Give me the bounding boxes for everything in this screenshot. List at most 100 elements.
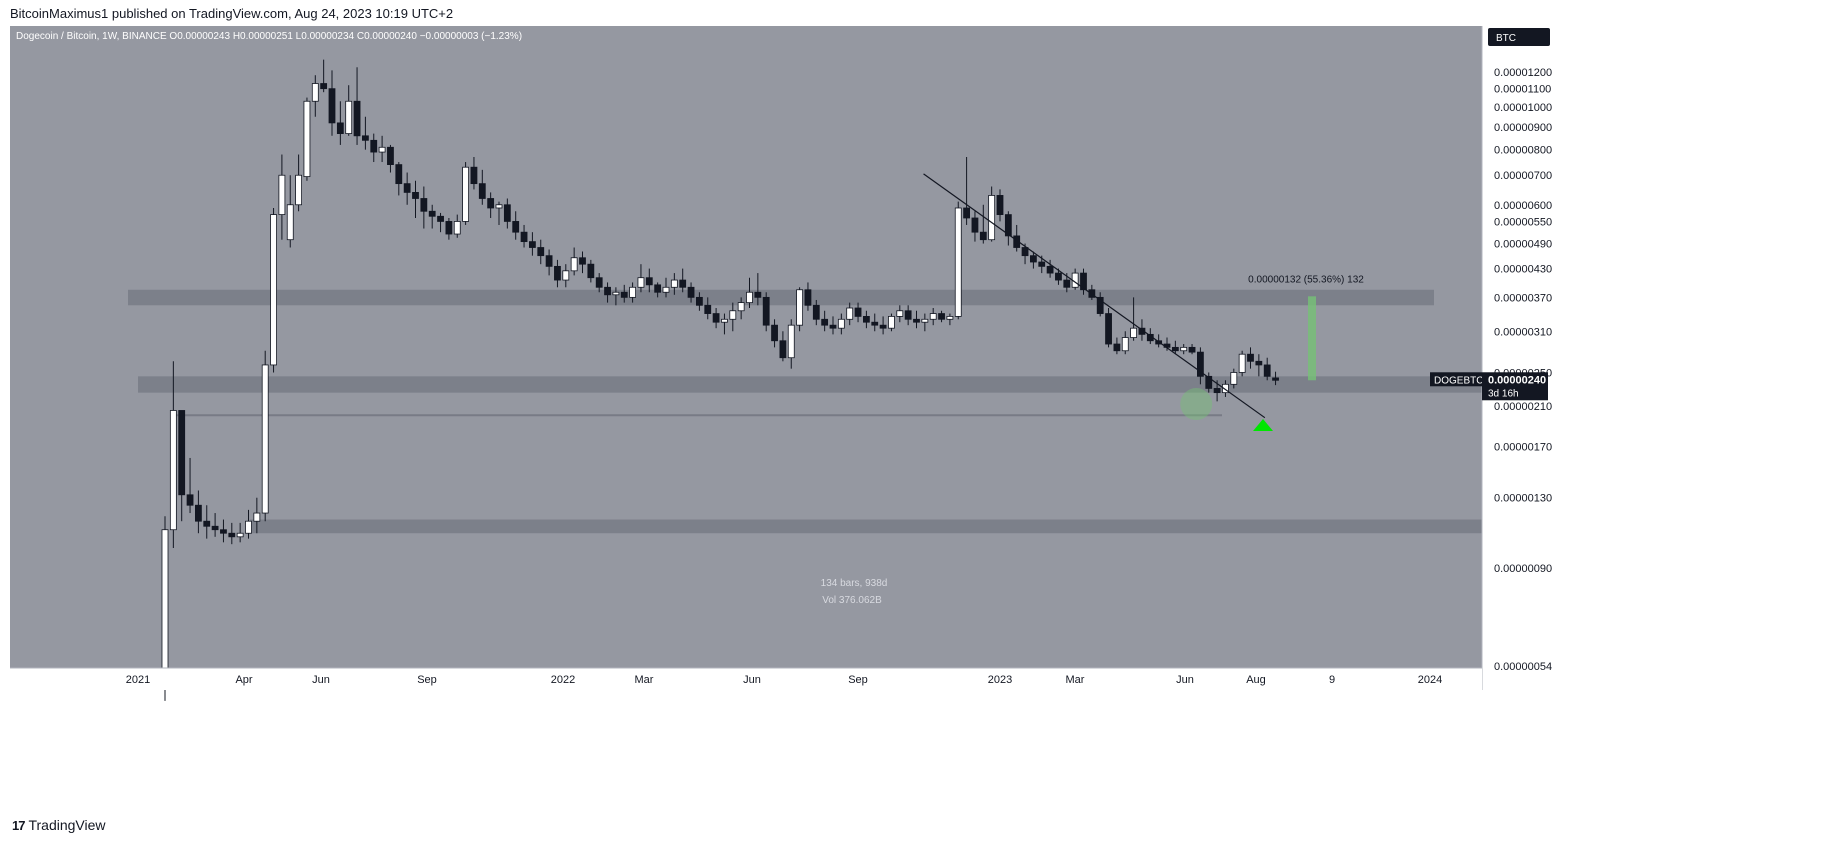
candle-down: [871, 321, 879, 326]
candle-down: [587, 263, 595, 279]
candle-down: [963, 207, 970, 219]
candle-up: [929, 313, 937, 320]
candle-up: [721, 318, 728, 323]
candle-down: [211, 525, 219, 531]
target-up-bar: [1308, 296, 1316, 381]
candle-down: [1080, 272, 1087, 291]
chart-frame: 0.00000132 (55.36%) 132−0.00000140 (−58.…: [10, 26, 1827, 811]
candle-up: [570, 257, 578, 272]
candle-down: [186, 494, 194, 506]
h-value: 0.00000251: [240, 31, 296, 42]
candle-up: [896, 310, 904, 317]
date-range-bars: 134 bars, 938d: [821, 578, 888, 589]
x-tick-label: Sep: [848, 674, 868, 686]
candlestick-chart[interactable]: 0.00000132 (55.36%) 132−0.00000140 (−58.…: [10, 26, 1827, 811]
y-tick-label: 0.00001100: [1494, 84, 1551, 96]
y-tick-label: 0.00000310: [1494, 326, 1552, 338]
candle-up: [670, 279, 678, 288]
candle-down: [353, 100, 361, 137]
candle-up: [286, 204, 294, 241]
candle-down: [1055, 272, 1062, 281]
candle-down: [537, 247, 545, 257]
price-axis: [1482, 26, 1827, 690]
candle-down: [328, 88, 336, 124]
plot-area: [10, 26, 1482, 668]
candle-down: [804, 289, 812, 306]
candle-down: [762, 296, 770, 326]
candle-down: [520, 231, 528, 243]
candle-down: [879, 324, 887, 329]
candle-up: [453, 221, 461, 235]
y-tick-label: 0.00000054: [1494, 661, 1552, 673]
candle-down: [696, 296, 703, 306]
candle-down: [996, 195, 1004, 215]
candle-up: [837, 318, 845, 329]
y-tick-label: 0.00001000: [1494, 102, 1552, 114]
publisher-line: BitcoinMaximus1 published on TradingView…: [10, 6, 454, 21]
symbol-tag-label: DOGEBTC: [1434, 375, 1483, 386]
candle-down: [1213, 388, 1221, 394]
candle-down: [654, 284, 662, 293]
candle-up: [169, 410, 177, 531]
candle-down: [1247, 353, 1254, 362]
x-tick-label: 2021: [126, 674, 150, 686]
symbol-line: Dogecoin / Bitcoin, 1W, BINANCE O0.00000…: [16, 31, 522, 42]
candle-down: [470, 166, 478, 185]
candle-up: [378, 146, 386, 153]
candle-down: [554, 265, 561, 281]
candle-up: [1222, 383, 1229, 394]
candle-up: [921, 318, 929, 323]
candle-up: [295, 174, 303, 206]
candle-up: [787, 324, 795, 359]
candle-up: [954, 207, 962, 317]
o-label: O: [169, 31, 177, 42]
candle-up: [236, 532, 244, 538]
candle-up: [1130, 327, 1137, 338]
candle-down: [863, 316, 870, 323]
candle-up: [495, 204, 503, 209]
candle-down: [771, 324, 778, 342]
descending-trendline: [923, 173, 1266, 419]
candle-up: [796, 289, 803, 326]
candle-down: [1197, 351, 1204, 377]
candle-down: [178, 410, 186, 496]
y-tick-label: 0.00000900: [1494, 122, 1552, 134]
candle-up: [637, 277, 645, 288]
y-tick-label: 0.00000210: [1494, 401, 1552, 413]
x-tick-label: 2022: [551, 674, 575, 686]
candle-up: [662, 286, 670, 293]
zone-resistance: [128, 289, 1434, 306]
currency-button: [1488, 28, 1550, 46]
y-tick-label: 0.00000800: [1494, 145, 1552, 157]
x-tick-label: Aug: [1246, 674, 1266, 686]
y-tick-label: 0.00001200: [1494, 67, 1552, 79]
y-tick-label: 0.00000130: [1494, 493, 1552, 505]
currency-button-label: BTC: [1496, 33, 1516, 44]
candle-down: [445, 221, 453, 235]
candle-down: [1030, 255, 1037, 263]
candle-down: [395, 164, 403, 185]
candle-down: [938, 313, 945, 320]
up-arrow-icon: [1253, 419, 1274, 432]
candle-down: [971, 217, 979, 233]
symbol-tag: [1430, 372, 1482, 387]
candle-up: [629, 286, 636, 298]
zone-support_low: [250, 519, 1482, 534]
price-tag-value: 0.00000240: [1488, 374, 1546, 386]
candle-up: [746, 291, 753, 304]
candle-up: [1180, 346, 1188, 352]
c-value: 0.00000240: [364, 31, 420, 42]
time-axis: [10, 668, 1482, 690]
x-tick-label: 2024: [1418, 674, 1442, 686]
l-label: L: [296, 31, 302, 42]
candle-up: [729, 310, 737, 320]
candle-down: [687, 286, 695, 298]
price-tag: [1482, 372, 1548, 401]
candle-down: [194, 504, 202, 522]
candle-down: [1263, 364, 1271, 377]
candle-down: [812, 304, 820, 320]
candle-down: [412, 192, 419, 199]
zone-support: [138, 376, 1482, 393]
candle-down: [1113, 343, 1121, 352]
candle-down: [1205, 375, 1213, 389]
